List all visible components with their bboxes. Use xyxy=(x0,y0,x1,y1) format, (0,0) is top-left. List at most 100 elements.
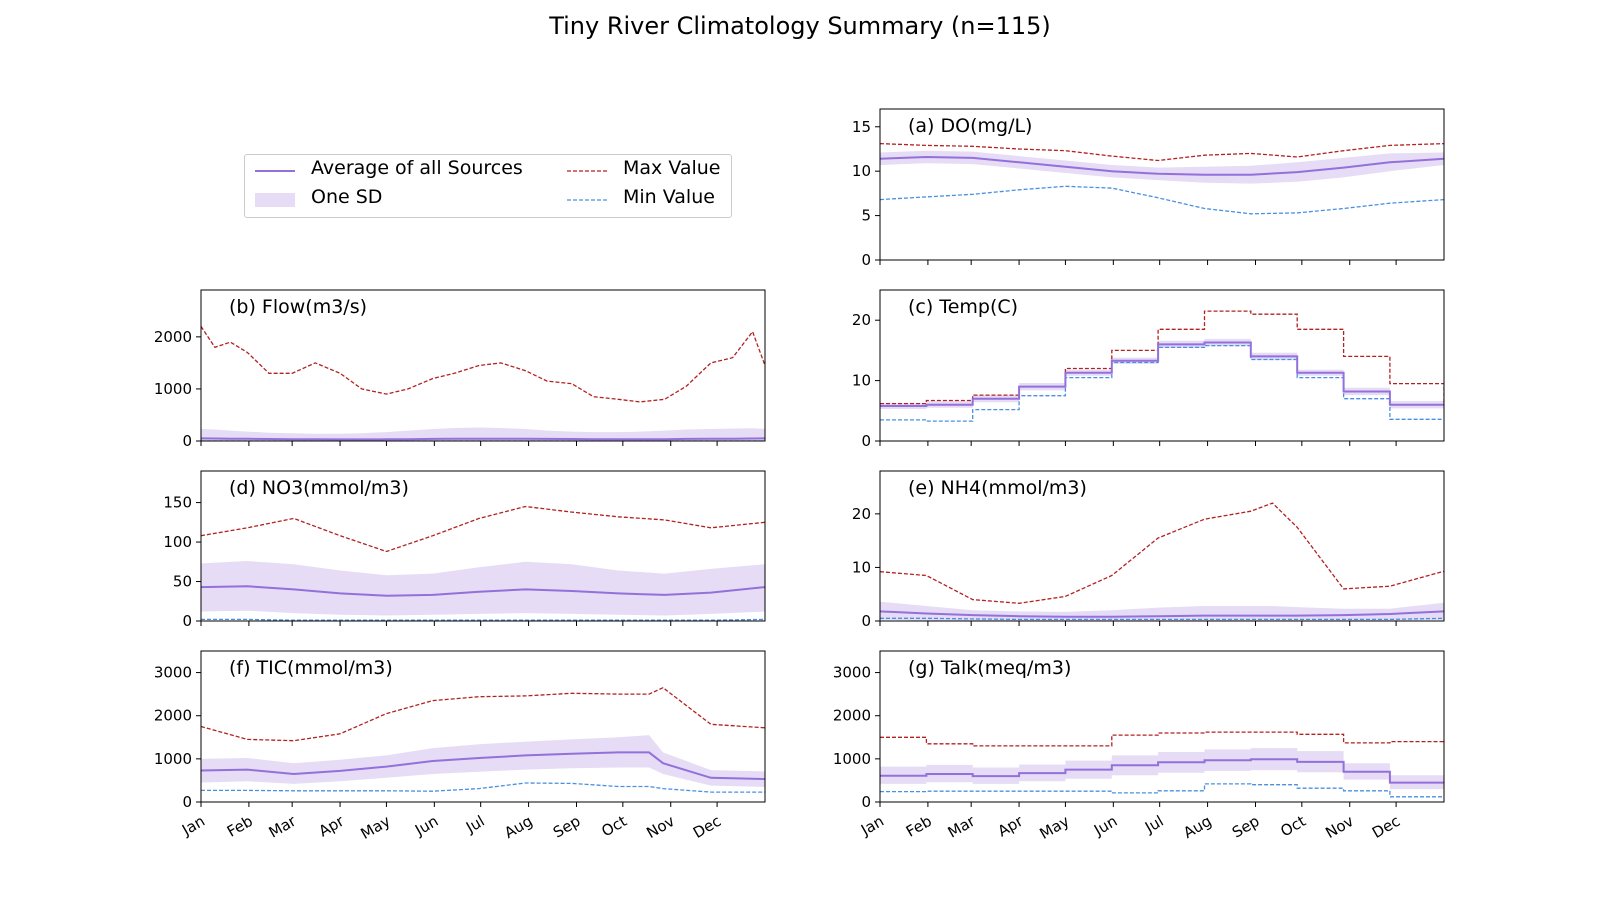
x-tick-label: Nov xyxy=(1322,812,1356,842)
legend-swatch-max xyxy=(567,170,607,172)
y-tick-label: 0 xyxy=(861,251,871,269)
y-tick-label: 0 xyxy=(861,612,871,630)
x-tick-label: Jun xyxy=(1090,812,1120,840)
x-tick-label: Oct xyxy=(598,812,630,841)
series-line-min-talk xyxy=(880,783,1444,798)
y-tick-label: 0 xyxy=(861,793,871,811)
series-line-min-nh4 xyxy=(880,617,1444,621)
x-tick-label: Dec xyxy=(1369,812,1403,842)
x-tick-label: Jul xyxy=(462,812,488,837)
series-line-mean-flow xyxy=(201,437,765,441)
y-tick-label: 0 xyxy=(861,432,871,450)
series-line-mean-do xyxy=(880,155,1444,176)
plot-area-temp xyxy=(880,310,1444,422)
x-tick-label: Apr xyxy=(316,811,348,840)
x-tick-label: Feb xyxy=(903,812,935,841)
plot-area-do xyxy=(880,142,1444,215)
legend-label-min: Min Value xyxy=(623,186,715,208)
axes-frame-do xyxy=(879,108,1445,261)
y-tick-label: 20 xyxy=(852,311,871,329)
x-tick-label: May xyxy=(1037,812,1073,843)
y-tick-label: 0 xyxy=(182,432,192,450)
legend-label-mean: Average of all Sources xyxy=(311,157,523,179)
subplot-title-do: (a) DO(mg/L) xyxy=(908,115,1032,137)
y-tick-label: 3000 xyxy=(154,664,192,682)
y-tick-label: 100 xyxy=(163,533,192,551)
legend-label-max: Max Value xyxy=(623,157,721,179)
series-line-min-temp xyxy=(880,344,1444,422)
axes-frame-tic xyxy=(200,650,766,803)
figure-title: Tiny River Climatology Summary (n=115) xyxy=(549,12,1051,40)
x-tick-label: Jun xyxy=(411,812,441,840)
series-line-min-no3 xyxy=(201,618,765,621)
subplot-no3: 0 50 100 150 (d) NO3(mmol/m3) xyxy=(163,470,766,630)
series-line-max-do xyxy=(880,142,1444,162)
axes-frame-talk xyxy=(879,650,1445,803)
subplot-title-tic: (f) TIC(mmol/m3) xyxy=(229,657,393,679)
subplot-tic: 0 1000 2000 3000 Jan Feb Mar Apr May Jun Jul Aug Sep… xyxy=(154,650,766,843)
y-tick-label: 10 xyxy=(852,558,871,576)
series-line-max-tic xyxy=(201,686,765,742)
legend-label-sd: One SD xyxy=(311,186,383,208)
x-tick-label: Mar xyxy=(266,811,300,841)
sd-band-temp xyxy=(880,338,1444,409)
axes-frame-no3 xyxy=(200,470,766,622)
subplot-title-nh4: (e) NH4(mmol/m3) xyxy=(908,477,1087,499)
x-tick-label: Sep xyxy=(1229,812,1262,842)
series-line-max-talk xyxy=(880,731,1444,747)
axes-frame-temp xyxy=(879,289,1445,442)
sd-band-nh4 xyxy=(880,601,1444,621)
y-tick-label: 150 xyxy=(163,494,192,512)
sd-band-flow xyxy=(201,427,765,441)
x-tick-label: Feb xyxy=(224,812,256,841)
series-line-min-tic xyxy=(201,782,765,793)
sd-band-tic xyxy=(201,735,765,787)
axes-frame-flow xyxy=(200,289,766,442)
x-tick-label: Mar xyxy=(945,811,979,841)
legend: Average of all Sources One SD Max Value … xyxy=(244,154,732,218)
y-tick-label: 50 xyxy=(173,573,192,591)
legend-swatch-sd xyxy=(255,193,295,207)
subplot-nh4: 0 10 20 (e) NH4(mmol/m3) xyxy=(852,470,1445,630)
x-tick-label: Nov xyxy=(643,812,677,842)
plot-area-tic xyxy=(201,686,765,793)
y-tick-label: 10 xyxy=(852,162,871,180)
axes-frame-nh4 xyxy=(879,470,1445,622)
series-line-mean-talk xyxy=(880,758,1444,784)
subplot-title-flow: (b) Flow(m3/s) xyxy=(229,296,367,318)
x-tick-label: Dec xyxy=(690,812,724,842)
x-tick-label: Jan xyxy=(178,812,208,840)
series-line-min-do xyxy=(880,185,1444,215)
series-line-mean-tic xyxy=(201,751,765,781)
series-line-mean-temp xyxy=(880,341,1444,407)
x-tick-label: May xyxy=(358,812,394,843)
x-tick-label: Aug xyxy=(501,812,535,842)
series-line-max-nh4 xyxy=(880,502,1444,604)
subplot-temp: 0 10 20 (c) Temp(C) xyxy=(852,289,1445,450)
y-tick-label: 0 xyxy=(182,612,192,630)
sd-band-no3 xyxy=(201,561,765,616)
legend-swatch-min xyxy=(567,199,607,201)
x-tick-label: Apr xyxy=(995,811,1027,840)
subplot-do: 0 5 10 15 (a) DO(mg/L) xyxy=(852,108,1445,269)
y-tick-label: 15 xyxy=(852,118,871,136)
plot-area-flow xyxy=(201,326,765,441)
sd-band-talk xyxy=(880,748,1444,790)
series-line-mean-no3 xyxy=(201,585,765,597)
y-tick-label: 1000 xyxy=(154,750,192,768)
y-tick-label: 2000 xyxy=(154,328,192,346)
y-tick-label: 0 xyxy=(182,793,192,811)
y-tick-label: 5 xyxy=(861,207,871,225)
subplot-flow: 0 1000 2000 (b) Flow(m3/s) xyxy=(154,289,766,450)
y-tick-label: 2000 xyxy=(154,707,192,725)
x-tick-label: Aug xyxy=(1180,812,1214,842)
series-line-max-temp xyxy=(880,310,1444,405)
y-tick-label: 2000 xyxy=(833,707,871,725)
y-tick-label: 3000 xyxy=(833,664,871,682)
plot-area-talk xyxy=(880,731,1444,798)
series-line-max-no3 xyxy=(201,505,765,553)
y-tick-label: 20 xyxy=(852,505,871,523)
x-tick-label: Sep xyxy=(550,812,583,842)
y-tick-label: 1000 xyxy=(154,380,192,398)
